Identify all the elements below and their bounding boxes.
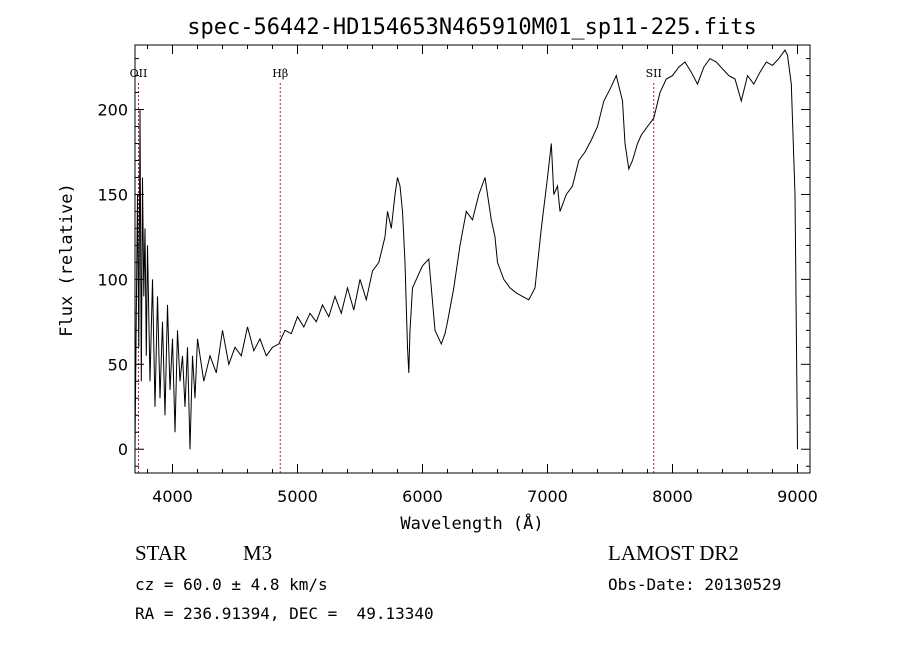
object-subclass: M3 xyxy=(243,541,273,565)
y-tick-label: 100 xyxy=(97,270,128,289)
x-tick-label: 7000 xyxy=(527,487,568,506)
x-tick-label: 8000 xyxy=(652,487,693,506)
object-class: STAR xyxy=(135,541,187,565)
x-tick-label: 9000 xyxy=(777,487,818,506)
spectral-line-label: OII xyxy=(130,67,148,80)
y-tick-label: 50 xyxy=(108,355,128,374)
y-axis: 0 50 100 150 200 xyxy=(97,58,810,467)
spectral-line-label: Hβ xyxy=(272,67,288,80)
y-tick-label: 200 xyxy=(97,101,128,120)
spectral-line-label: SII xyxy=(646,67,662,80)
x-axis-label: Wavelength (Å) xyxy=(400,512,543,534)
x-tick-label: 5000 xyxy=(277,487,318,506)
observation-date: Obs-Date: 20130529 xyxy=(608,575,782,594)
chart-title: spec-56442-HD154653N465910M01_sp11-225.f… xyxy=(187,15,757,40)
spectral-line-markers: OII Hβ SII xyxy=(130,67,662,473)
y-tick-label: 0 xyxy=(118,440,128,459)
series-layer xyxy=(134,49,798,450)
x-axis: 4000 5000 6000 7000 8000 9000 xyxy=(147,45,818,506)
spectrum-series-line xyxy=(134,49,798,450)
y-tick-label: 150 xyxy=(97,185,128,204)
y-axis-label: Flux (relative) xyxy=(57,183,77,337)
plot-frame xyxy=(134,44,811,474)
radial-velocity: cz = 60.0 ± 4.8 km/s xyxy=(135,575,328,594)
survey-name: LAMOST DR2 xyxy=(608,541,739,565)
coordinates: RA = 236.91394, DEC = 49.13340 xyxy=(135,604,434,623)
x-tick-label: 6000 xyxy=(402,487,443,506)
x-tick-label: 4000 xyxy=(152,487,193,506)
